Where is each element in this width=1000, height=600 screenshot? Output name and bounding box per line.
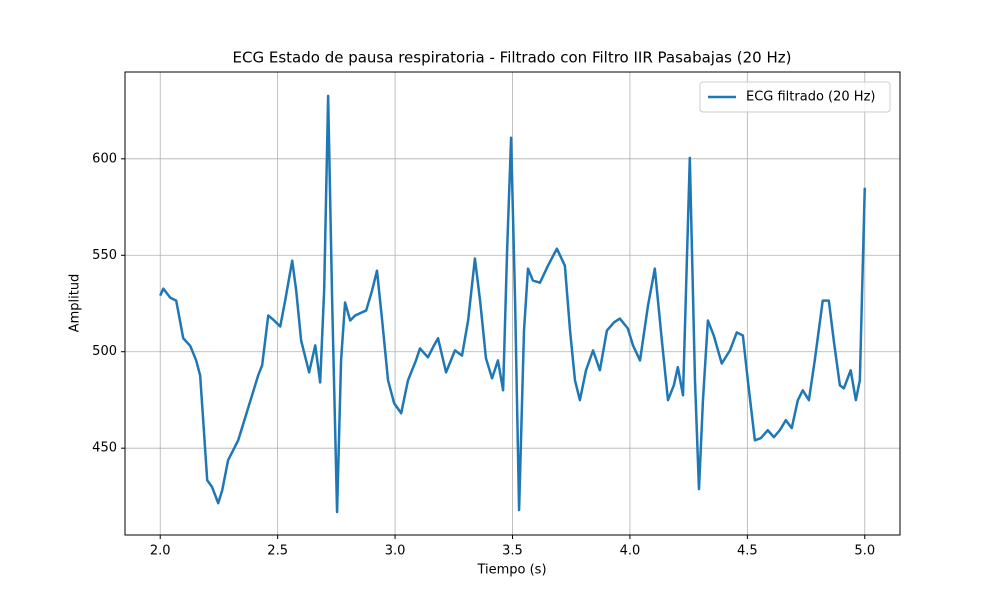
x-tick-label: 3.0 xyxy=(385,544,406,559)
x-axis-label: Tiempo (s) xyxy=(476,563,546,578)
y-tick-label: 450 xyxy=(92,441,117,456)
data-line xyxy=(159,94,867,514)
x-tick-label: 4.5 xyxy=(737,544,758,559)
legend-label: ECG filtrado (20 Hz) xyxy=(746,90,875,105)
x-tick-label: 4.0 xyxy=(620,544,641,559)
chart-title: ECG Estado de pausa respiratoria - Filtr… xyxy=(233,49,792,67)
y-tick-label: 550 xyxy=(92,248,117,263)
legend-box xyxy=(699,81,891,113)
y-axis-label: Amplitud xyxy=(68,274,83,333)
x-tick-label: 3.5 xyxy=(502,544,523,559)
x-tick-label: 5.0 xyxy=(854,544,875,559)
y-tick-label: 500 xyxy=(92,344,117,359)
x-tick-label: 2.5 xyxy=(267,544,288,559)
x-tick-label: 2.0 xyxy=(150,544,171,559)
axes-frame xyxy=(124,71,901,536)
y-tick-label: 600 xyxy=(92,151,117,166)
